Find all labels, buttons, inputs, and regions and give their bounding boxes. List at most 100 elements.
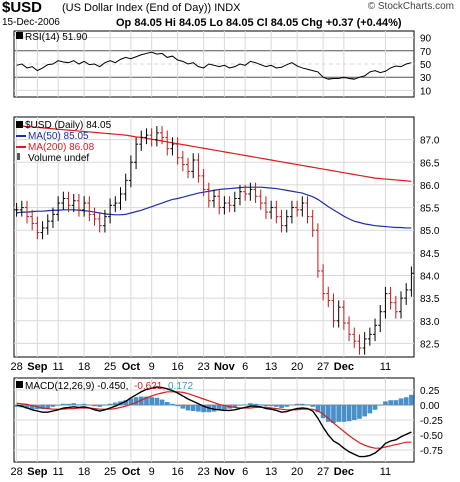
macd-histogram-bar	[336, 405, 342, 422]
rsi-tick-label: 70	[420, 47, 432, 58]
macd-histogram-bar	[222, 405, 227, 410]
macd-histogram-bar	[144, 396, 149, 405]
macd-histogram-bar	[92, 405, 97, 407]
macd-legend: MACD(12,26,9) -0.450,	[25, 381, 128, 392]
macd-histogram-bar	[377, 405, 383, 406]
macd-histogram-bar	[274, 405, 279, 407]
macd-histogram-bar	[149, 397, 154, 405]
macd-histogram-bar	[232, 405, 238, 408]
macd-histogram-bar	[242, 404, 248, 405]
price-legend-title: $USD (Daily) 84.05	[25, 120, 112, 131]
macd-histogram-bar	[331, 405, 336, 423]
price-x-label: 11	[380, 361, 391, 373]
price-x-label: Sep	[27, 361, 47, 373]
macd-histogram-bar	[185, 405, 191, 411]
macd-histogram-bar	[351, 405, 357, 420]
macd-histogram-bar	[310, 405, 316, 407]
price-x-label: 13	[265, 361, 277, 373]
macd-histogram-bar	[196, 405, 201, 412]
macd-histogram-bar	[367, 405, 373, 414]
exchange-label: INDX	[214, 2, 241, 14]
macd-histogram-bar	[409, 394, 414, 405]
price-x-label: 9	[149, 361, 155, 373]
macd-x-label: 25	[104, 466, 116, 478]
macd-histogram-bar	[299, 403, 305, 405]
price-tick-label: 87.0	[420, 136, 440, 147]
macd-histogram-bar	[216, 405, 222, 411]
macd-histogram-bar	[346, 405, 352, 422]
price-tick-label: 86.5	[420, 158, 440, 169]
macd-line	[16, 386, 412, 458]
macd-histogram-bar	[294, 403, 300, 405]
macd-histogram-bar	[388, 400, 393, 405]
price-tick-label: 85.5	[420, 204, 440, 215]
macd-histogram-bar	[61, 403, 66, 405]
macd-histogram-bar	[180, 405, 186, 409]
price-tick-label: 82.5	[420, 339, 440, 350]
ma200-legend: MA(200) 86.08	[28, 142, 95, 153]
macd-histogram-bar	[14, 405, 19, 407]
macd-histogram-bar	[253, 403, 258, 405]
macd-histogram-bar	[175, 405, 180, 407]
macd-histogram-bar	[248, 403, 253, 405]
macd-histogram-bar	[237, 405, 243, 406]
price-x-label: 16	[172, 361, 184, 373]
price-legend-swatch	[16, 121, 23, 128]
macd-x-label: 20	[291, 466, 303, 478]
price-tick-label: 86.0	[420, 181, 440, 192]
macd-histogram-bar	[71, 403, 77, 405]
macd-histogram-bar	[211, 405, 217, 412]
macd-histogram-bar	[190, 405, 196, 411]
macd-histogram-bar	[133, 397, 139, 405]
price-tick-label: 83.5	[420, 294, 440, 305]
macd-signal-line	[16, 391, 412, 449]
macd-histogram-bar	[97, 405, 103, 407]
macd-histogram-bar	[159, 399, 165, 405]
volume-legend-swatch	[17, 153, 20, 160]
symbol-title: $USD	[2, 0, 43, 16]
macd-histogram-bar	[201, 405, 206, 413]
brand-logo: © StockCharts.com	[367, 1, 454, 12]
macd-histogram-bar	[305, 404, 310, 405]
rsi-tick-label: 10	[420, 86, 432, 97]
macd-histogram-bar	[81, 403, 87, 405]
rsi-tick-label: 90	[420, 34, 432, 45]
macd-histogram-bar	[320, 405, 326, 419]
symbol-name: (US Dollar Index (End of Day)) INDX	[62, 2, 241, 14]
price-tick-label: 84.0	[420, 271, 440, 282]
macd-histogram-bar	[45, 405, 51, 409]
macd-histogram-bar	[398, 398, 404, 405]
price-x-label: Oct	[122, 361, 141, 373]
macd-x-label: 13	[265, 466, 277, 478]
macd-tick-label: -0.50	[420, 431, 443, 442]
macd-histogram-bar	[107, 403, 113, 405]
macd-legend-swatch	[16, 381, 23, 388]
macd-histogram-bar	[154, 397, 160, 405]
macd-histogram-bar	[76, 404, 82, 405]
macd-histogram-bar	[29, 405, 35, 410]
macd-histogram-bar	[24, 405, 30, 409]
macd-histogram-bar	[284, 405, 290, 407]
ma200-line	[16, 125, 412, 182]
rsi-tick-label: 50	[420, 60, 432, 71]
price-x-label: Dec	[334, 361, 354, 373]
price-x-label: 25	[104, 361, 116, 373]
price-x-label: 18	[78, 361, 90, 373]
macd-histogram-bar	[55, 405, 61, 406]
macd-x-label: 11	[380, 466, 391, 478]
macd-histogram-bar	[325, 405, 331, 422]
macd-histogram-bar	[341, 405, 347, 422]
price-x-label: Nov	[214, 361, 236, 373]
macd-x-label: 23	[197, 466, 209, 478]
macd-x-label: Oct	[122, 466, 141, 478]
price-x-label: 20	[291, 361, 303, 373]
macd-x-label: 6	[242, 466, 248, 478]
macd-tick-label: -0.75	[420, 446, 443, 457]
macd-histogram-bar	[128, 398, 134, 405]
symbol-fullname: (US Dollar Index (End of Day))	[62, 2, 212, 14]
macd-histogram-bar	[357, 405, 362, 419]
price-panel	[13, 116, 415, 358]
price-x-label: 6	[242, 361, 248, 373]
